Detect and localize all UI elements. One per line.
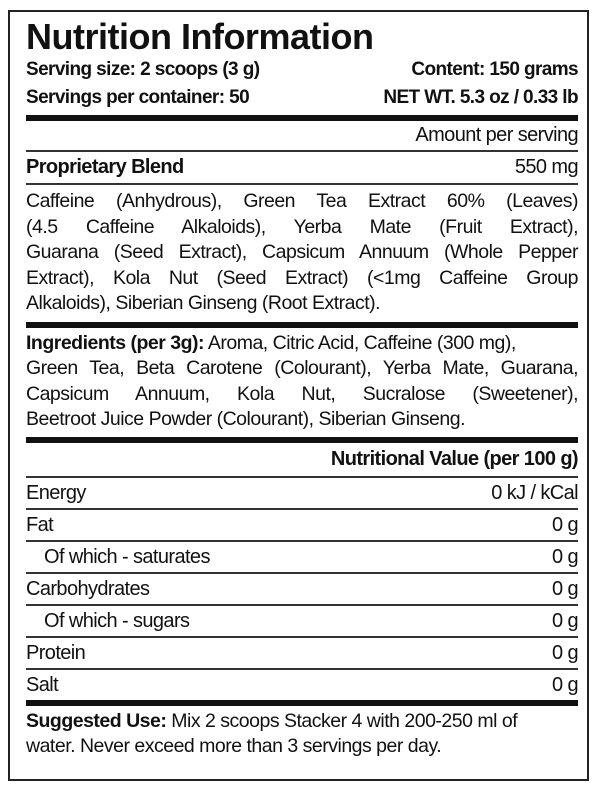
blend-label: Proprietary Blend — [26, 156, 184, 178]
divider — [26, 321, 578, 328]
net-weight: NET WT. 5.3 oz / 0.33 lb — [383, 87, 578, 108]
blend-line: (4.5 Caffeine Alkaloids), Yerba Mate (Fr… — [26, 215, 579, 238]
nutrition-row-saturates: Of which - saturates 0 g — [26, 539, 579, 572]
nutrition-row-salt: Salt 0 g — [26, 667, 579, 700]
divider — [26, 115, 578, 121]
nutrient-value: 0 g — [551, 545, 579, 568]
divider — [26, 436, 578, 443]
suggested-use-line: Suggested Use: Mix 2 scoops Stacker 4 wi… — [26, 709, 578, 735]
ingredients-line: Beetroot Juice Powder (Colourant), Siber… — [26, 408, 466, 430]
nutrient-value: 0 g — [551, 513, 579, 536]
suggested-use: Suggested Use: Mix 2 scoops Stacker 4 wi… — [26, 706, 578, 763]
ingredients-line: Ingredients (per 3g): Aroma, Citric Acid… — [26, 331, 578, 357]
amount-per-serving: Amount per serving — [415, 124, 578, 146]
serving-row: Serving size: 2 scoops (3 g) Content: 15… — [26, 56, 579, 84]
nutrient-label: Energy — [26, 481, 86, 504]
blend-row: Proprietary Blend 550 mg — [26, 152, 579, 183]
nutrition-row-carbohydrates: Carbohydrates 0 g — [26, 571, 579, 604]
nutrient-value: 0 g — [551, 609, 579, 632]
nutrition-label: Nutrition Information Serving size: 2 sc… — [8, 10, 589, 781]
nutrient-value: 0 g — [551, 641, 579, 664]
content-weight: Content: 150 grams — [411, 59, 578, 80]
divider — [26, 183, 578, 185]
blend-amount: 550 mg — [514, 156, 579, 178]
nutrition-row-sugars: Of which - sugars 0 g — [26, 603, 579, 636]
blend-line: Alkaloids), Siberian Ginseng (Root Extra… — [26, 292, 381, 314]
nutrient-label: Carbohydrates — [26, 577, 150, 600]
divider — [26, 150, 578, 152]
blend-line: Guarana (Seed Extract), Capsicum Annuum … — [26, 241, 579, 263]
blend-line: Extract), Kola Nut (Seed Extract) (<1mg … — [26, 266, 579, 289]
nutrient-label: Of which - saturates — [44, 545, 210, 568]
nutrient-value: 0 g — [551, 577, 579, 600]
suggested-use-text: Mix 2 scoops Stacker 4 with 200-250 ml o… — [166, 709, 518, 732]
nutrition-table: Energy 0 kJ / kCal Fat 0 g Of which - satu… — [26, 475, 579, 700]
nutrition-row-fat: Fat 0 g — [26, 507, 579, 540]
nutrient-label: Protein — [26, 641, 86, 664]
blend-description: Caffeine (Anhydrous), Green Tea Extract … — [26, 185, 579, 322]
serving-size: Serving size: 2 scoops (3 g) — [26, 59, 260, 80]
servings-row: Servings per container: 50 NET WT. 5.3 o… — [26, 84, 579, 112]
nutrient-label: Of which - sugars — [44, 609, 190, 632]
ingredients-line: Capsicum Annuum, Kola Nut, Sucralose (Sw… — [26, 382, 579, 405]
nutrient-label: Fat — [26, 513, 54, 536]
divider — [26, 699, 578, 706]
nutrition-row-energy: Energy 0 kJ / kCal — [26, 475, 579, 508]
nutrition-row-protein: Protein 0 g — [26, 635, 579, 668]
label-title: Nutrition Information — [26, 16, 374, 57]
nutrient-label: Salt — [26, 673, 59, 696]
ingredients-text: Aroma, Citric Acid, Caffeine (300 mg), — [204, 331, 516, 354]
suggested-use-label: Suggested Use: — [26, 709, 167, 732]
nutrient-value: 0 g — [551, 673, 579, 696]
ingredients: Ingredients (per 3g): Aroma, Citric Acid… — [26, 328, 579, 437]
ingredients-label: Ingredients (per 3g): — [26, 331, 205, 354]
nutrient-value: 0 kJ / kCal — [491, 481, 578, 504]
suggested-use-line: water. Never exceed more than 3 servings… — [26, 735, 442, 757]
servings-per-container: Servings per container: 50 — [26, 87, 250, 108]
ingredients-line: Green Tea, Beta Carotene (Colourant), Ye… — [26, 357, 579, 379]
nutrition-header: Nutritional Value (per 100 g) — [330, 447, 579, 470]
blend-line: Caffeine (Anhydrous), Green Tea Extract … — [26, 190, 579, 212]
